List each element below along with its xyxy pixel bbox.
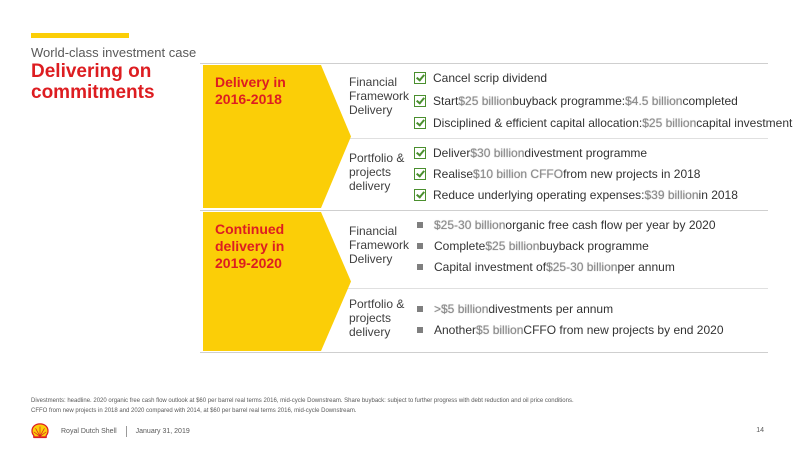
item-highlight: $25 billion bbox=[642, 116, 697, 130]
list-item: >$5 billion divestments per annum bbox=[414, 301, 613, 317]
item-text: Complete bbox=[434, 239, 486, 253]
category-label: Financial Framework Delivery bbox=[349, 224, 410, 266]
item-text: CFFO from new projects by end 2020 bbox=[523, 323, 724, 337]
checkbox-check-icon bbox=[414, 95, 426, 107]
accent-bar bbox=[31, 33, 129, 38]
category-label: Portfolio & projects delivery bbox=[349, 151, 405, 193]
item-text: Another bbox=[434, 323, 477, 337]
list-item: Reduce underlying operating expenses: $3… bbox=[414, 187, 738, 203]
chevron-shape bbox=[203, 212, 351, 351]
item-text: Start bbox=[433, 94, 459, 108]
slide-subtitle: World-class investment case bbox=[31, 45, 197, 60]
footnote: Divestments: headline. 2020 organic free… bbox=[31, 398, 574, 404]
slide-title: Delivering on commitments bbox=[31, 61, 155, 103]
item-highlight: >$5 billion bbox=[434, 302, 489, 316]
list-item: $25-30 billion organic free cash flow pe… bbox=[414, 217, 716, 233]
list-item: Realise $10 billion CFFO from new projec… bbox=[414, 166, 700, 182]
divider-top bbox=[200, 63, 768, 64]
item-highlight: $25-30 billion bbox=[434, 218, 506, 232]
item-text: completed bbox=[682, 94, 738, 108]
checkbox-check-icon bbox=[414, 189, 426, 201]
item-highlight: $39 billion bbox=[644, 188, 699, 202]
item-highlight: $5 billion bbox=[476, 323, 524, 337]
category-label: Portfolio & projects delivery bbox=[349, 297, 405, 339]
chevron-delivery-2016-2018 bbox=[203, 65, 353, 208]
checkbox-check-icon bbox=[414, 147, 426, 159]
square-bullet-icon bbox=[417, 327, 423, 333]
checkbox-check-icon bbox=[414, 72, 426, 84]
shell-pecten-logo bbox=[31, 423, 49, 439]
item-highlight: $4.5 billion bbox=[625, 94, 683, 108]
item-highlight: $25 billion bbox=[485, 239, 540, 253]
square-bullet-icon bbox=[417, 306, 423, 312]
item-highlight: $25-30 billion bbox=[546, 260, 618, 274]
item-text: Cancel scrip dividend bbox=[433, 71, 548, 85]
footer-separator bbox=[125, 425, 127, 437]
list-item: Deliver $30 billion divestment programme bbox=[414, 145, 647, 161]
divider-middle bbox=[200, 210, 768, 211]
item-text: Deliver bbox=[433, 146, 471, 160]
section-label: Continued delivery in 2019-2020 bbox=[215, 221, 285, 271]
chevron-continued-delivery bbox=[203, 212, 353, 351]
divider-bottom bbox=[200, 352, 768, 353]
square-bullet-icon bbox=[417, 222, 423, 228]
list-item: Capital investment of $25-30 billion per… bbox=[414, 259, 675, 275]
item-text: organic free cash flow per year by 2020 bbox=[505, 218, 716, 232]
item-text: buyback programme bbox=[539, 239, 649, 253]
list-item: Another $5 billion CFFO from new project… bbox=[414, 322, 724, 338]
item-text: in 2018 bbox=[698, 188, 738, 202]
item-text: divestment programme bbox=[524, 146, 648, 160]
square-bullet-icon bbox=[417, 243, 423, 249]
list-item: Complete $25 billion buyback programme bbox=[414, 238, 649, 254]
item-highlight: $25 billion bbox=[458, 94, 513, 108]
footer: Royal Dutch Shell January 31, 2019 bbox=[31, 423, 190, 439]
item-text: divestments per annum bbox=[488, 302, 614, 316]
list-item: Cancel scrip dividend bbox=[414, 70, 547, 86]
footer-date: January 31, 2019 bbox=[135, 427, 190, 435]
item-text: from new projects in 2018 bbox=[563, 167, 701, 181]
section-label: Delivery in 2016-2018 bbox=[215, 74, 286, 107]
divider-section2-groups bbox=[344, 288, 768, 289]
item-text: buyback programme: bbox=[512, 94, 626, 108]
category-label: Financial Framework Delivery bbox=[349, 75, 410, 117]
divider-section1-groups bbox=[344, 138, 768, 139]
company-name: Royal Dutch Shell bbox=[61, 427, 117, 435]
item-text: capital investment bbox=[696, 116, 793, 130]
list-item: Start $25 billion buyback programme: $4.… bbox=[414, 93, 738, 109]
item-text: per annum bbox=[617, 260, 675, 274]
item-highlight: $30 billion bbox=[470, 146, 525, 160]
page-number: 14 bbox=[756, 427, 764, 434]
item-text: Reduce underlying operating expenses: bbox=[433, 188, 645, 202]
checkbox-check-icon bbox=[414, 168, 426, 180]
footnote: CFFO from new projects in 2018 and 2020 … bbox=[31, 408, 357, 414]
square-bullet-icon bbox=[417, 264, 423, 270]
item-highlight: $10 billion CFFO bbox=[473, 167, 564, 181]
list-item: Disciplined & efficient capital allocati… bbox=[414, 115, 792, 131]
item-text: Capital investment of bbox=[434, 260, 547, 274]
checkbox-check-icon bbox=[414, 117, 426, 129]
chevron-shape bbox=[203, 65, 351, 208]
item-text: Disciplined & efficient capital allocati… bbox=[433, 116, 643, 130]
item-text: Realise bbox=[433, 167, 474, 181]
